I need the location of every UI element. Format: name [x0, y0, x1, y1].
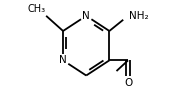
Text: NH₂: NH₂: [129, 11, 149, 21]
Text: N: N: [82, 11, 90, 21]
Text: N: N: [59, 55, 67, 65]
Text: O: O: [124, 78, 132, 88]
Text: CH₃: CH₃: [27, 4, 45, 14]
